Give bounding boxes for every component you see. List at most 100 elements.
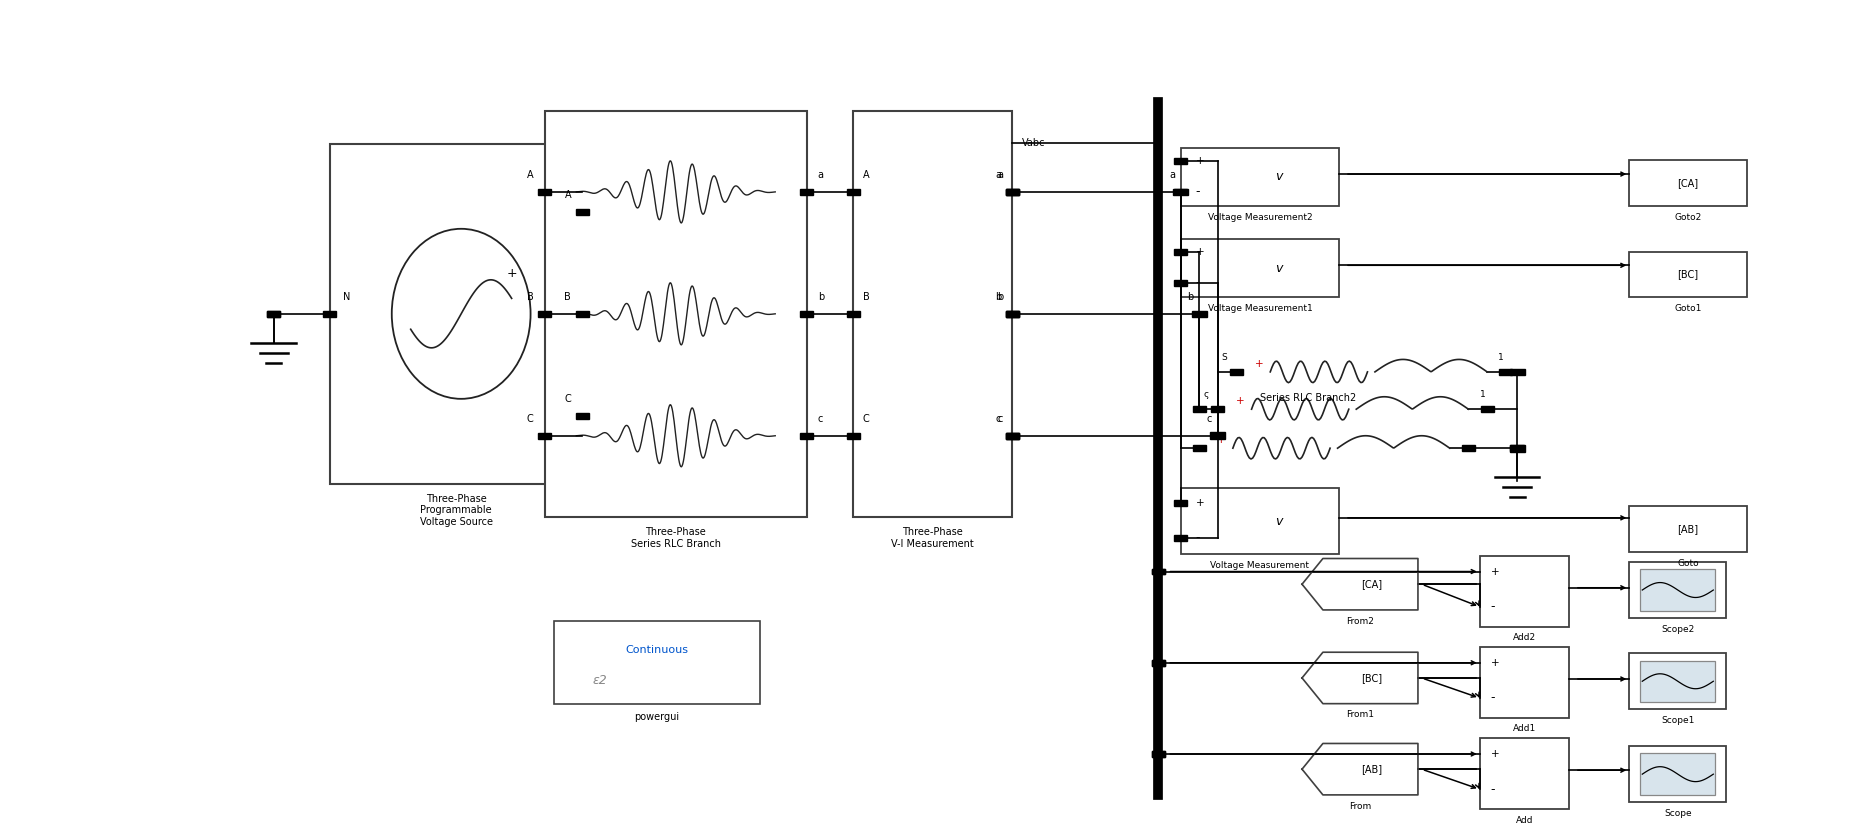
Text: Three-Phase
Programmable
Voltage Source: Three-Phase Programmable Voltage Source <box>420 493 493 527</box>
Bar <box>1211 433 1226 439</box>
Bar <box>1151 660 1164 665</box>
FancyBboxPatch shape <box>1181 488 1339 554</box>
FancyBboxPatch shape <box>330 144 583 483</box>
Text: +: + <box>1491 749 1500 759</box>
Text: -: - <box>1196 185 1200 198</box>
Bar <box>1174 158 1187 164</box>
FancyBboxPatch shape <box>1479 556 1569 626</box>
Bar <box>1151 660 1164 665</box>
Text: Series RLC Branch2: Series RLC Branch2 <box>1260 392 1356 402</box>
Text: Three-Phase
Series RLC Branch: Three-Phase Series RLC Branch <box>630 527 720 549</box>
Bar <box>1151 752 1164 757</box>
Text: +: + <box>1217 435 1226 445</box>
Text: C: C <box>564 394 572 404</box>
Bar <box>1005 311 1018 316</box>
Text: Scope2: Scope2 <box>1661 625 1695 634</box>
Bar <box>1174 280 1187 286</box>
FancyBboxPatch shape <box>1629 562 1727 618</box>
FancyBboxPatch shape <box>1641 660 1716 702</box>
Text: Add: Add <box>1515 816 1534 825</box>
Bar <box>1005 433 1018 438</box>
Bar <box>1174 499 1187 505</box>
FancyBboxPatch shape <box>1629 653 1727 710</box>
Text: +: + <box>1196 155 1204 165</box>
Bar <box>1230 369 1243 375</box>
Text: +: + <box>1491 566 1500 576</box>
Bar <box>1005 311 1018 316</box>
Bar <box>322 311 336 316</box>
Bar <box>1511 445 1524 451</box>
FancyBboxPatch shape <box>1629 160 1748 206</box>
Bar <box>1509 368 1524 375</box>
Text: Voltage Measurement2: Voltage Measurement2 <box>1208 213 1312 221</box>
Text: c: c <box>1208 414 1213 424</box>
Text: b: b <box>998 292 1003 302</box>
Polygon shape <box>1301 743 1418 795</box>
Text: c: c <box>996 414 1001 424</box>
Text: A: A <box>862 170 870 180</box>
FancyBboxPatch shape <box>1479 738 1569 809</box>
Text: c: c <box>998 414 1003 424</box>
Text: Goto: Goto <box>1678 559 1699 568</box>
Text: ε2: ε2 <box>592 674 608 687</box>
Bar <box>1174 189 1187 195</box>
Bar <box>1509 445 1524 452</box>
Text: Scope: Scope <box>1663 809 1691 818</box>
Text: [CA]: [CA] <box>1361 579 1382 590</box>
Bar <box>576 413 589 418</box>
Bar <box>1151 569 1164 574</box>
Bar <box>1192 445 1206 451</box>
Bar <box>1462 445 1476 451</box>
FancyBboxPatch shape <box>1479 647 1569 718</box>
Text: From: From <box>1348 802 1371 811</box>
Text: v: v <box>1275 261 1282 275</box>
FancyBboxPatch shape <box>1641 753 1716 795</box>
Bar <box>1192 407 1206 412</box>
Text: Add2: Add2 <box>1513 633 1536 642</box>
Text: B: B <box>527 292 534 302</box>
FancyBboxPatch shape <box>1629 746 1727 802</box>
Bar <box>1005 189 1018 195</box>
Text: [AB]: [AB] <box>1678 524 1699 534</box>
Bar <box>1151 569 1164 574</box>
Bar <box>801 433 814 438</box>
Text: From1: From1 <box>1346 711 1374 719</box>
Text: Scope1: Scope1 <box>1661 716 1695 725</box>
Text: 1: 1 <box>1479 390 1485 399</box>
Text: Add1: Add1 <box>1513 725 1536 733</box>
Text: v: v <box>1275 170 1282 184</box>
Text: B: B <box>564 292 572 302</box>
Bar <box>1151 752 1164 757</box>
Bar <box>1211 407 1224 412</box>
Text: From2: From2 <box>1346 616 1374 625</box>
Text: a: a <box>996 170 1001 180</box>
Polygon shape <box>1301 652 1418 704</box>
Bar <box>1500 369 1513 375</box>
Text: 1: 1 <box>1498 353 1504 362</box>
Bar <box>1174 189 1189 195</box>
Bar <box>538 311 551 316</box>
Text: a: a <box>1168 170 1176 180</box>
FancyBboxPatch shape <box>555 620 759 704</box>
Bar <box>848 433 861 438</box>
Text: [BC]: [BC] <box>1678 270 1699 280</box>
Text: A: A <box>527 170 534 180</box>
Text: v: v <box>1275 514 1282 528</box>
Bar <box>848 311 861 316</box>
Text: Voltage Measurement: Voltage Measurement <box>1211 561 1309 570</box>
Text: B: B <box>862 292 870 302</box>
Text: +: + <box>506 266 518 280</box>
Bar <box>1005 189 1018 195</box>
Bar <box>268 311 281 316</box>
Text: -: - <box>1491 600 1496 613</box>
Text: +: + <box>1491 658 1500 668</box>
Text: powergui: powergui <box>634 712 679 722</box>
Text: Three-Phase
V-I Measurement: Three-Phase V-I Measurement <box>891 527 975 549</box>
Text: +: + <box>1236 396 1245 406</box>
Text: b: b <box>1187 292 1194 302</box>
Text: a: a <box>818 170 823 180</box>
Text: +: + <box>1196 498 1204 508</box>
Text: -: - <box>1491 782 1496 796</box>
Bar <box>1005 311 1018 316</box>
Text: Goto1: Goto1 <box>1674 304 1702 313</box>
